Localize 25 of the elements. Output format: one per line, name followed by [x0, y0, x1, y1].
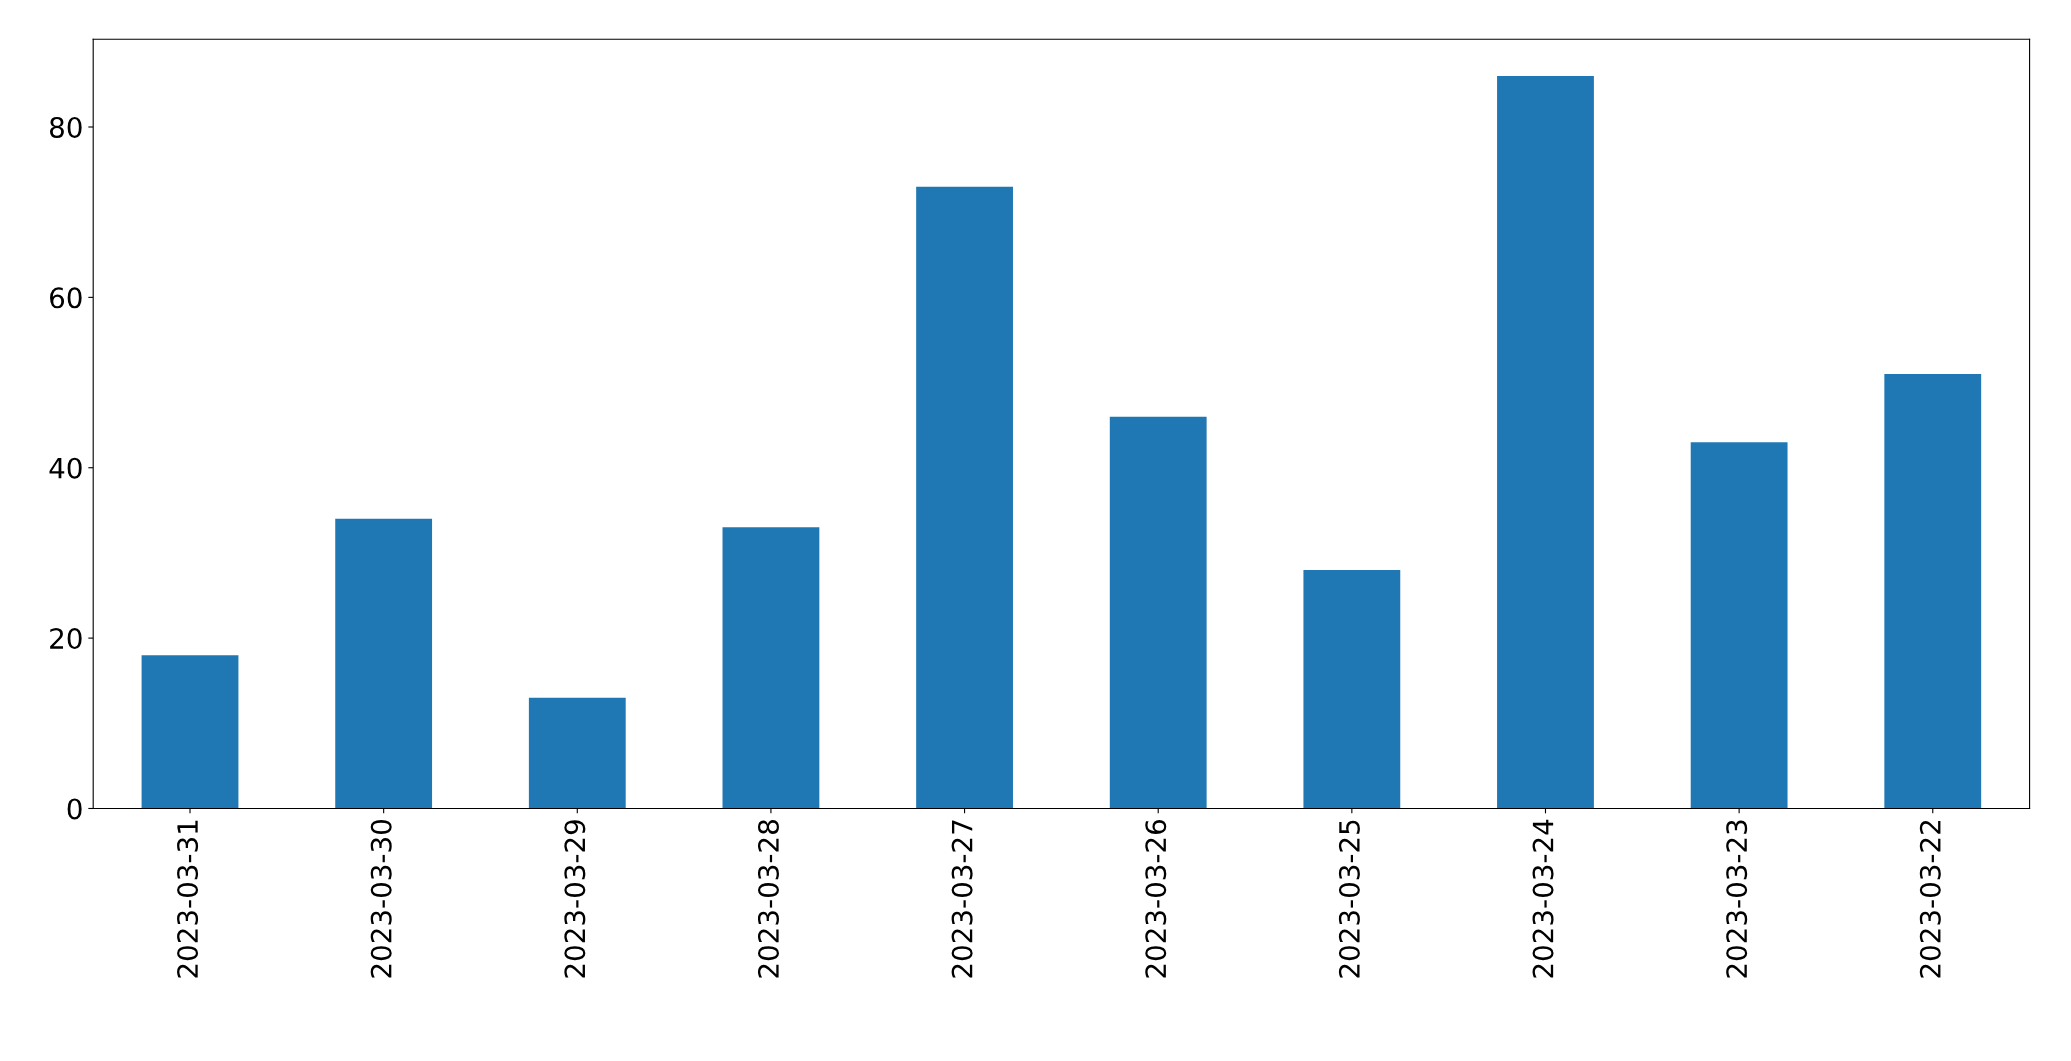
- x-tick-label: 2023-03-29: [564, 820, 586, 978]
- bar: [916, 186, 1013, 809]
- x-tick-label: 2023-03-30: [370, 820, 392, 978]
- x-tick-label: 2023-03-24: [1532, 819, 1554, 978]
- bar: [1303, 569, 1401, 809]
- bar: [141, 655, 239, 809]
- bar: [1690, 442, 1788, 809]
- x-tick-label: 2023-03-28: [757, 820, 779, 978]
- bar: [528, 697, 626, 809]
- bar: [1497, 75, 1594, 809]
- x-tick-label: 2023-03-22: [1919, 820, 1941, 978]
- x-tick-label: 2023-03-26: [1145, 819, 1167, 978]
- bar: [1884, 374, 1982, 809]
- bar: [335, 518, 433, 809]
- x-tick-label: 2023-03-23: [1726, 820, 1748, 978]
- bar: [722, 527, 820, 809]
- y-tick-label: 20: [50, 628, 82, 650]
- y-tick-label: 40: [49, 457, 82, 479]
- bar: [1109, 416, 1207, 809]
- y-tick-label: 60: [50, 287, 82, 309]
- x-tick-label: 2023-03-25: [1338, 820, 1360, 978]
- x-tick-label: 2023-03-31: [177, 820, 199, 978]
- x-tick-label: 2023-03-27: [951, 820, 973, 978]
- y-tick-label: 80: [50, 116, 82, 138]
- y-tick-label: 0: [67, 798, 82, 820]
